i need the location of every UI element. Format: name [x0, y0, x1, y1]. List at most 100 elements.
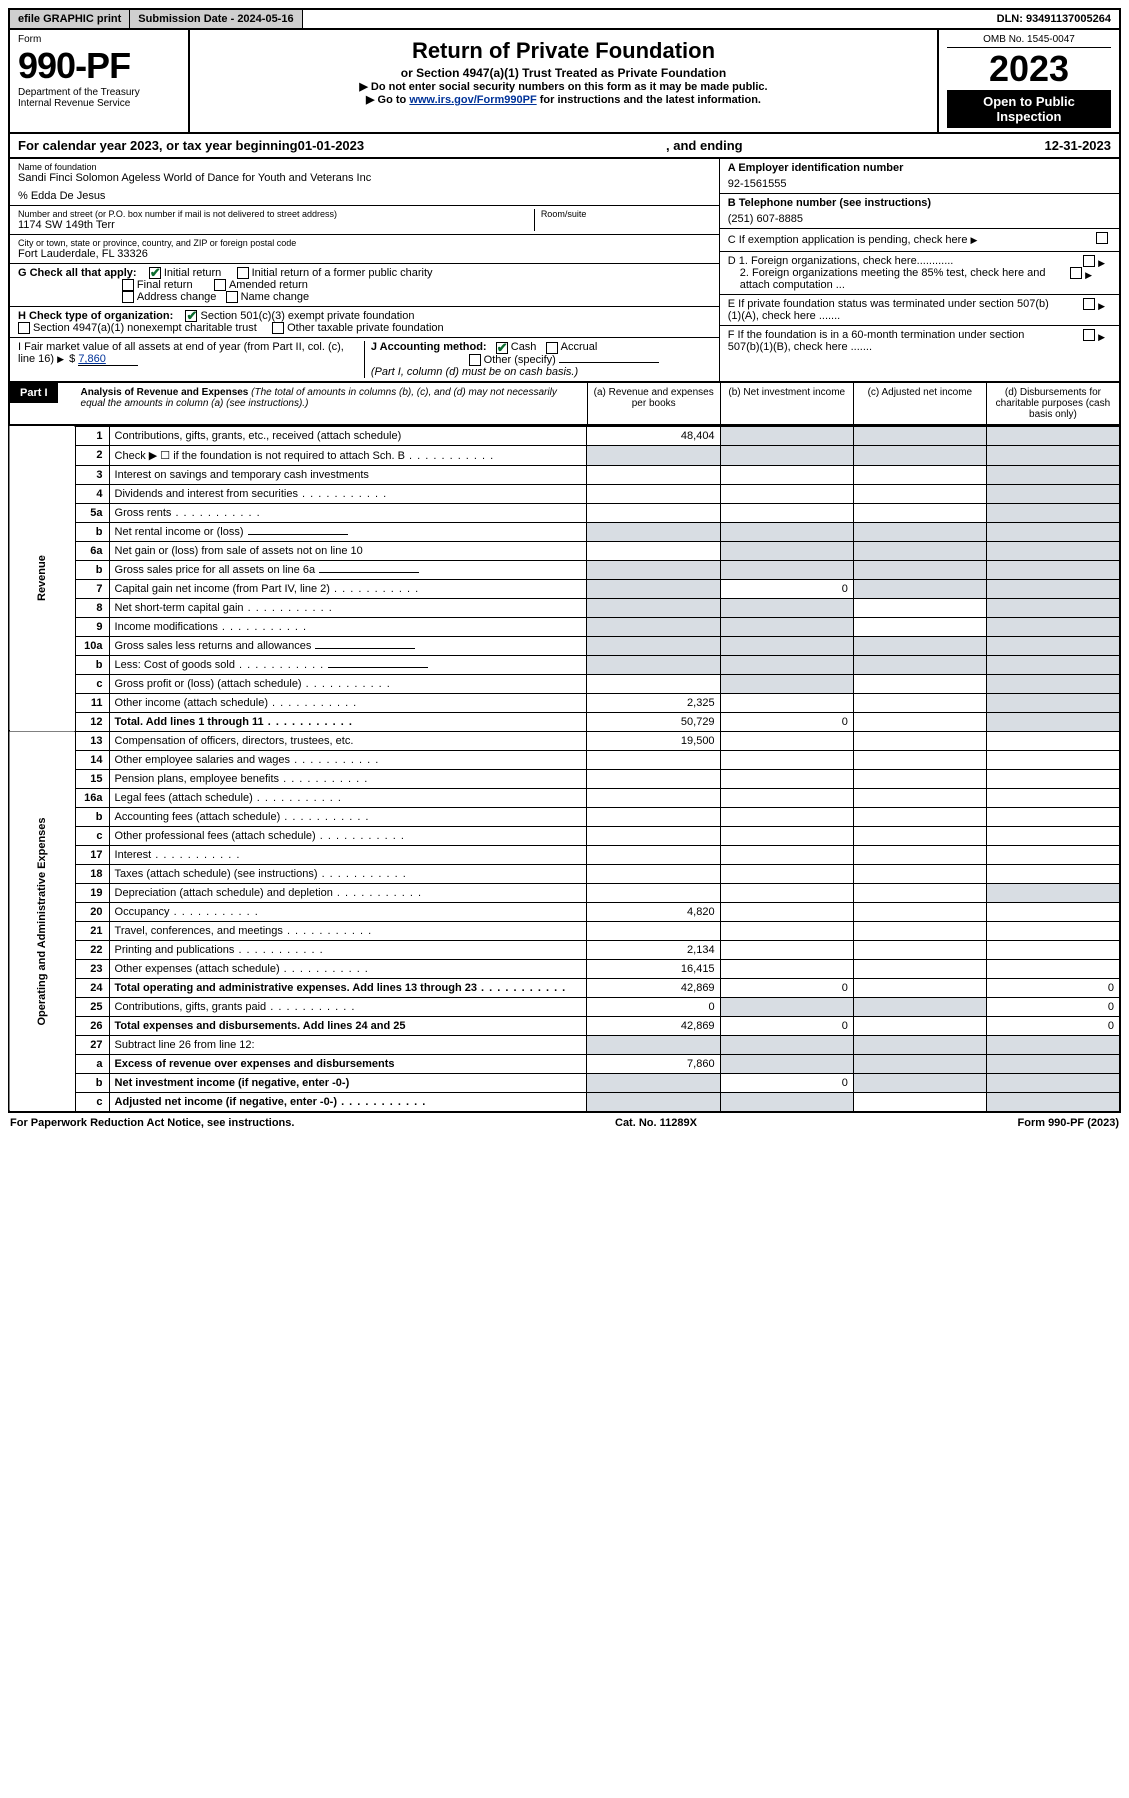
city-label: City or town, state or province, country… [18, 238, 711, 248]
chk-amended[interactable] [214, 279, 226, 291]
chk-address-change[interactable] [122, 291, 134, 303]
value-cell [987, 503, 1120, 522]
value-cell [987, 1035, 1120, 1054]
fmv-value[interactable]: 7,860 [78, 353, 138, 366]
value-cell: 0 [987, 1016, 1120, 1035]
value-cell [853, 997, 986, 1016]
table-row: Operating and Administrative Expenses13C… [9, 731, 1120, 750]
line-number: c [76, 674, 109, 693]
efile-print-button[interactable]: efile GRAPHIC print [10, 10, 130, 28]
value-cell [987, 693, 1120, 712]
c-cell: C If exemption application is pending, c… [720, 229, 1119, 252]
form-number: 990-PF [18, 45, 180, 87]
value-cell [853, 484, 986, 503]
value-cell [720, 788, 853, 807]
form-word: Form [18, 34, 180, 45]
value-cell [853, 940, 986, 959]
chk-85pct[interactable] [1070, 267, 1082, 279]
table-row: 6aNet gain or (loss) from sale of assets… [9, 541, 1120, 560]
value-cell [987, 845, 1120, 864]
table-row: aExcess of revenue over expenses and dis… [9, 1054, 1120, 1073]
line-number: 1 [76, 426, 109, 445]
chk-accrual[interactable] [546, 342, 558, 354]
line-description: Less: Cost of goods sold [109, 655, 587, 674]
value-cell [853, 1054, 986, 1073]
table-row: 15Pension plans, employee benefits [9, 769, 1120, 788]
line-description: Contributions, gifts, grants, etc., rece… [109, 426, 587, 445]
table-row: 20Occupancy4,820 [9, 902, 1120, 921]
value-cell [987, 864, 1120, 883]
chk-name-change[interactable] [226, 291, 238, 303]
table-row: 18Taxes (attach schedule) (see instructi… [9, 864, 1120, 883]
chk-cash[interactable] [496, 342, 508, 354]
value-cell [987, 465, 1120, 484]
irs-link[interactable]: www.irs.gov/Form990PF [409, 94, 536, 106]
footer-mid: Cat. No. 11289X [615, 1117, 697, 1129]
dln: DLN: 93491137005264 [989, 10, 1119, 28]
table-row: 19Depreciation (attach schedule) and dep… [9, 883, 1120, 902]
value-cell [587, 826, 720, 845]
line-description: Interest on savings and temporary cash i… [109, 465, 587, 484]
table-row: 24Total operating and administrative exp… [9, 978, 1120, 997]
part1-tag: Part I [10, 383, 58, 403]
value-cell [987, 522, 1120, 541]
opt-amended: Amended return [229, 279, 308, 291]
table-row: 25Contributions, gifts, grants paid00 [9, 997, 1120, 1016]
value-cell [853, 769, 986, 788]
chk-4947[interactable] [18, 322, 30, 334]
line-number: 26 [76, 1016, 109, 1035]
line-description: Excess of revenue over expenses and disb… [109, 1054, 587, 1073]
part1-table: Revenue1Contributions, gifts, grants, et… [8, 426, 1121, 1113]
side-label-revenue: Revenue [9, 426, 76, 731]
value-cell [587, 617, 720, 636]
chk-foreign-org[interactable] [1083, 255, 1095, 267]
value-cell [720, 921, 853, 940]
chk-final-return[interactable] [122, 279, 134, 291]
value-cell [853, 864, 986, 883]
value-cell [853, 426, 986, 445]
value-cell [720, 541, 853, 560]
chk-exemption-pending[interactable] [1096, 232, 1108, 244]
side-label-expenses: Operating and Administrative Expenses [9, 731, 76, 1112]
line-description: Interest [109, 845, 587, 864]
i-arrow [57, 353, 66, 365]
chk-other-taxable[interactable] [272, 322, 284, 334]
value-cell [587, 579, 720, 598]
f-label: F If the foundation is in a 60-month ter… [728, 329, 1054, 353]
chk-60month[interactable] [1083, 329, 1095, 341]
line-description: Gross sales less returns and allowances [109, 636, 587, 655]
value-cell: 16,415 [587, 959, 720, 978]
chk-initial-former[interactable] [237, 267, 249, 279]
value-cell [720, 522, 853, 541]
value-cell [720, 769, 853, 788]
value-cell [853, 617, 986, 636]
chk-other-method[interactable] [469, 354, 481, 366]
opt-address-change: Address change [137, 291, 217, 303]
line-number: 4 [76, 484, 109, 503]
value-cell [853, 541, 986, 560]
addr-label: Number and street (or P.O. box number if… [18, 209, 528, 219]
line-number: b [76, 522, 109, 541]
name-cell: Name of foundation Sandi Finci Solomon A… [10, 159, 719, 206]
value-cell [987, 1073, 1120, 1092]
col-c-header: (c) Adjusted net income [853, 383, 986, 424]
chk-initial-return[interactable] [149, 267, 161, 279]
value-cell [853, 978, 986, 997]
table-row: cAdjusted net income (if negative, enter… [9, 1092, 1120, 1112]
chk-501c3[interactable] [185, 310, 197, 322]
tax-year: 2023 [947, 48, 1111, 90]
value-cell [987, 902, 1120, 921]
top-bar: efile GRAPHIC print Submission Date - 20… [8, 8, 1121, 30]
entity-left: Name of foundation Sandi Finci Solomon A… [10, 159, 720, 381]
table-row: bLess: Cost of goods sold [9, 655, 1120, 674]
value-cell [987, 883, 1120, 902]
phone-label: B Telephone number (see instructions) [728, 197, 931, 209]
chk-status-terminated[interactable] [1083, 298, 1095, 310]
value-cell [720, 465, 853, 484]
e-arrow [1098, 298, 1107, 314]
table-row: bNet investment income (if negative, ent… [9, 1073, 1120, 1092]
form-header: Form 990-PF Department of the Treasury I… [8, 30, 1121, 134]
line-description: Other professional fees (attach schedule… [109, 826, 587, 845]
line-description: Net rental income or (loss) [109, 522, 587, 541]
line-description: Total operating and administrative expen… [109, 978, 587, 997]
